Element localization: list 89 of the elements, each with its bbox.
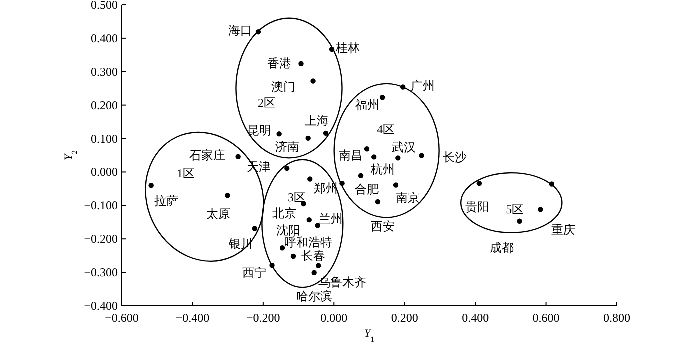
annotation: 太原 bbox=[206, 207, 231, 222]
point bbox=[323, 130, 329, 136]
y-tick-label: 0.200 bbox=[91, 98, 118, 112]
y-tick-label: 0.100 bbox=[91, 132, 118, 146]
annotation: 拉萨 bbox=[154, 194, 178, 208]
x-axis-title: Y$_{1}$ bbox=[364, 328, 375, 342]
annotation: 成都 bbox=[490, 240, 514, 255]
point bbox=[393, 182, 399, 188]
point bbox=[280, 246, 286, 251]
y-tick-label: 0.000 bbox=[91, 165, 118, 180]
point bbox=[371, 154, 377, 160]
point bbox=[256, 29, 262, 35]
annotation: 西安 bbox=[370, 219, 395, 234]
y-tick-label: 0.300 bbox=[91, 64, 118, 79]
point bbox=[310, 78, 316, 84]
point bbox=[517, 218, 522, 224]
annotation: 4区 bbox=[377, 122, 396, 137]
annotation: 长沙 bbox=[442, 150, 467, 164]
annotation: 济南 bbox=[275, 140, 300, 154]
annotation: 重庆 bbox=[552, 223, 576, 238]
annotation: 北京 bbox=[272, 206, 297, 220]
point bbox=[358, 173, 364, 178]
annotation: 福州 bbox=[356, 98, 380, 112]
point bbox=[298, 61, 304, 66]
x-tick-label: 0.200 bbox=[391, 311, 418, 325]
annotation: 5区 bbox=[506, 202, 524, 217]
x-tick-label: −0.600 bbox=[105, 311, 139, 325]
point bbox=[276, 131, 282, 137]
annotation: 上海 bbox=[305, 114, 330, 128]
point bbox=[308, 176, 313, 182]
y-tick-label: 0.500 bbox=[91, 0, 118, 12]
annotation: 2区 bbox=[258, 96, 276, 110]
point bbox=[306, 136, 311, 142]
y-tick-label: −0.100 bbox=[84, 198, 118, 213]
annotation: 郑州 bbox=[314, 182, 338, 196]
annotation: 香港 bbox=[267, 56, 292, 70]
point bbox=[364, 146, 370, 152]
point bbox=[396, 156, 401, 161]
point bbox=[284, 166, 290, 172]
x-tick-label: 0.800 bbox=[604, 311, 630, 325]
point bbox=[538, 207, 544, 212]
point bbox=[236, 154, 241, 160]
point bbox=[315, 223, 320, 228]
point bbox=[419, 153, 424, 158]
annotation: 桂林 bbox=[335, 40, 360, 55]
y-tick-label: −0.400 bbox=[84, 299, 118, 313]
x-tick-label: 0.400 bbox=[462, 311, 490, 325]
annotation: 广州 bbox=[411, 78, 436, 93]
annotation: 海口 bbox=[228, 24, 252, 38]
annotation: 南京 bbox=[396, 190, 420, 205]
y-tick-label: −0.200 bbox=[84, 232, 118, 246]
annotation: 兰州 bbox=[318, 212, 343, 226]
point bbox=[225, 193, 230, 198]
point bbox=[270, 262, 275, 268]
point bbox=[312, 270, 317, 276]
annotation: 昆明 bbox=[247, 124, 272, 138]
point bbox=[329, 46, 335, 52]
x-tick-label: 0.600 bbox=[532, 311, 560, 325]
annotation: 武汉 bbox=[392, 140, 416, 155]
point bbox=[290, 254, 296, 260]
point bbox=[148, 183, 154, 188]
point bbox=[380, 95, 386, 100]
annotation: 西宁 bbox=[242, 266, 266, 280]
point bbox=[375, 199, 381, 205]
x-tick-label: −0.400 bbox=[176, 311, 210, 325]
y-tick-label: 0.400 bbox=[91, 31, 118, 46]
annotation: 3区 bbox=[288, 190, 306, 204]
point bbox=[306, 217, 312, 223]
point bbox=[316, 263, 322, 268]
annotation: 贵阳 bbox=[465, 200, 490, 214]
annotation: 乌鲁木齐 bbox=[318, 275, 367, 290]
annotation: 哈尔滨 bbox=[296, 289, 332, 304]
point bbox=[549, 182, 555, 187]
x-tick-label: −0.200 bbox=[246, 311, 280, 325]
annotation: 沈阳 bbox=[276, 224, 300, 238]
point bbox=[400, 84, 406, 90]
x-tick-label: 0.000 bbox=[320, 311, 348, 325]
annotation: 呼和浩特 bbox=[284, 236, 333, 250]
annotation: 石家庄 bbox=[189, 148, 226, 162]
annotation: 澳门 bbox=[271, 80, 296, 94]
annotation: 长春 bbox=[301, 249, 326, 263]
point bbox=[340, 180, 345, 186]
point bbox=[252, 226, 258, 232]
point bbox=[476, 180, 482, 186]
annotation: 杭州 bbox=[370, 162, 396, 177]
annotation: 南昌 bbox=[339, 148, 364, 163]
annotation: 1区 bbox=[176, 166, 195, 180]
y-tick-label: −0.300 bbox=[84, 266, 118, 280]
annotation: 合肥 bbox=[355, 182, 380, 196]
